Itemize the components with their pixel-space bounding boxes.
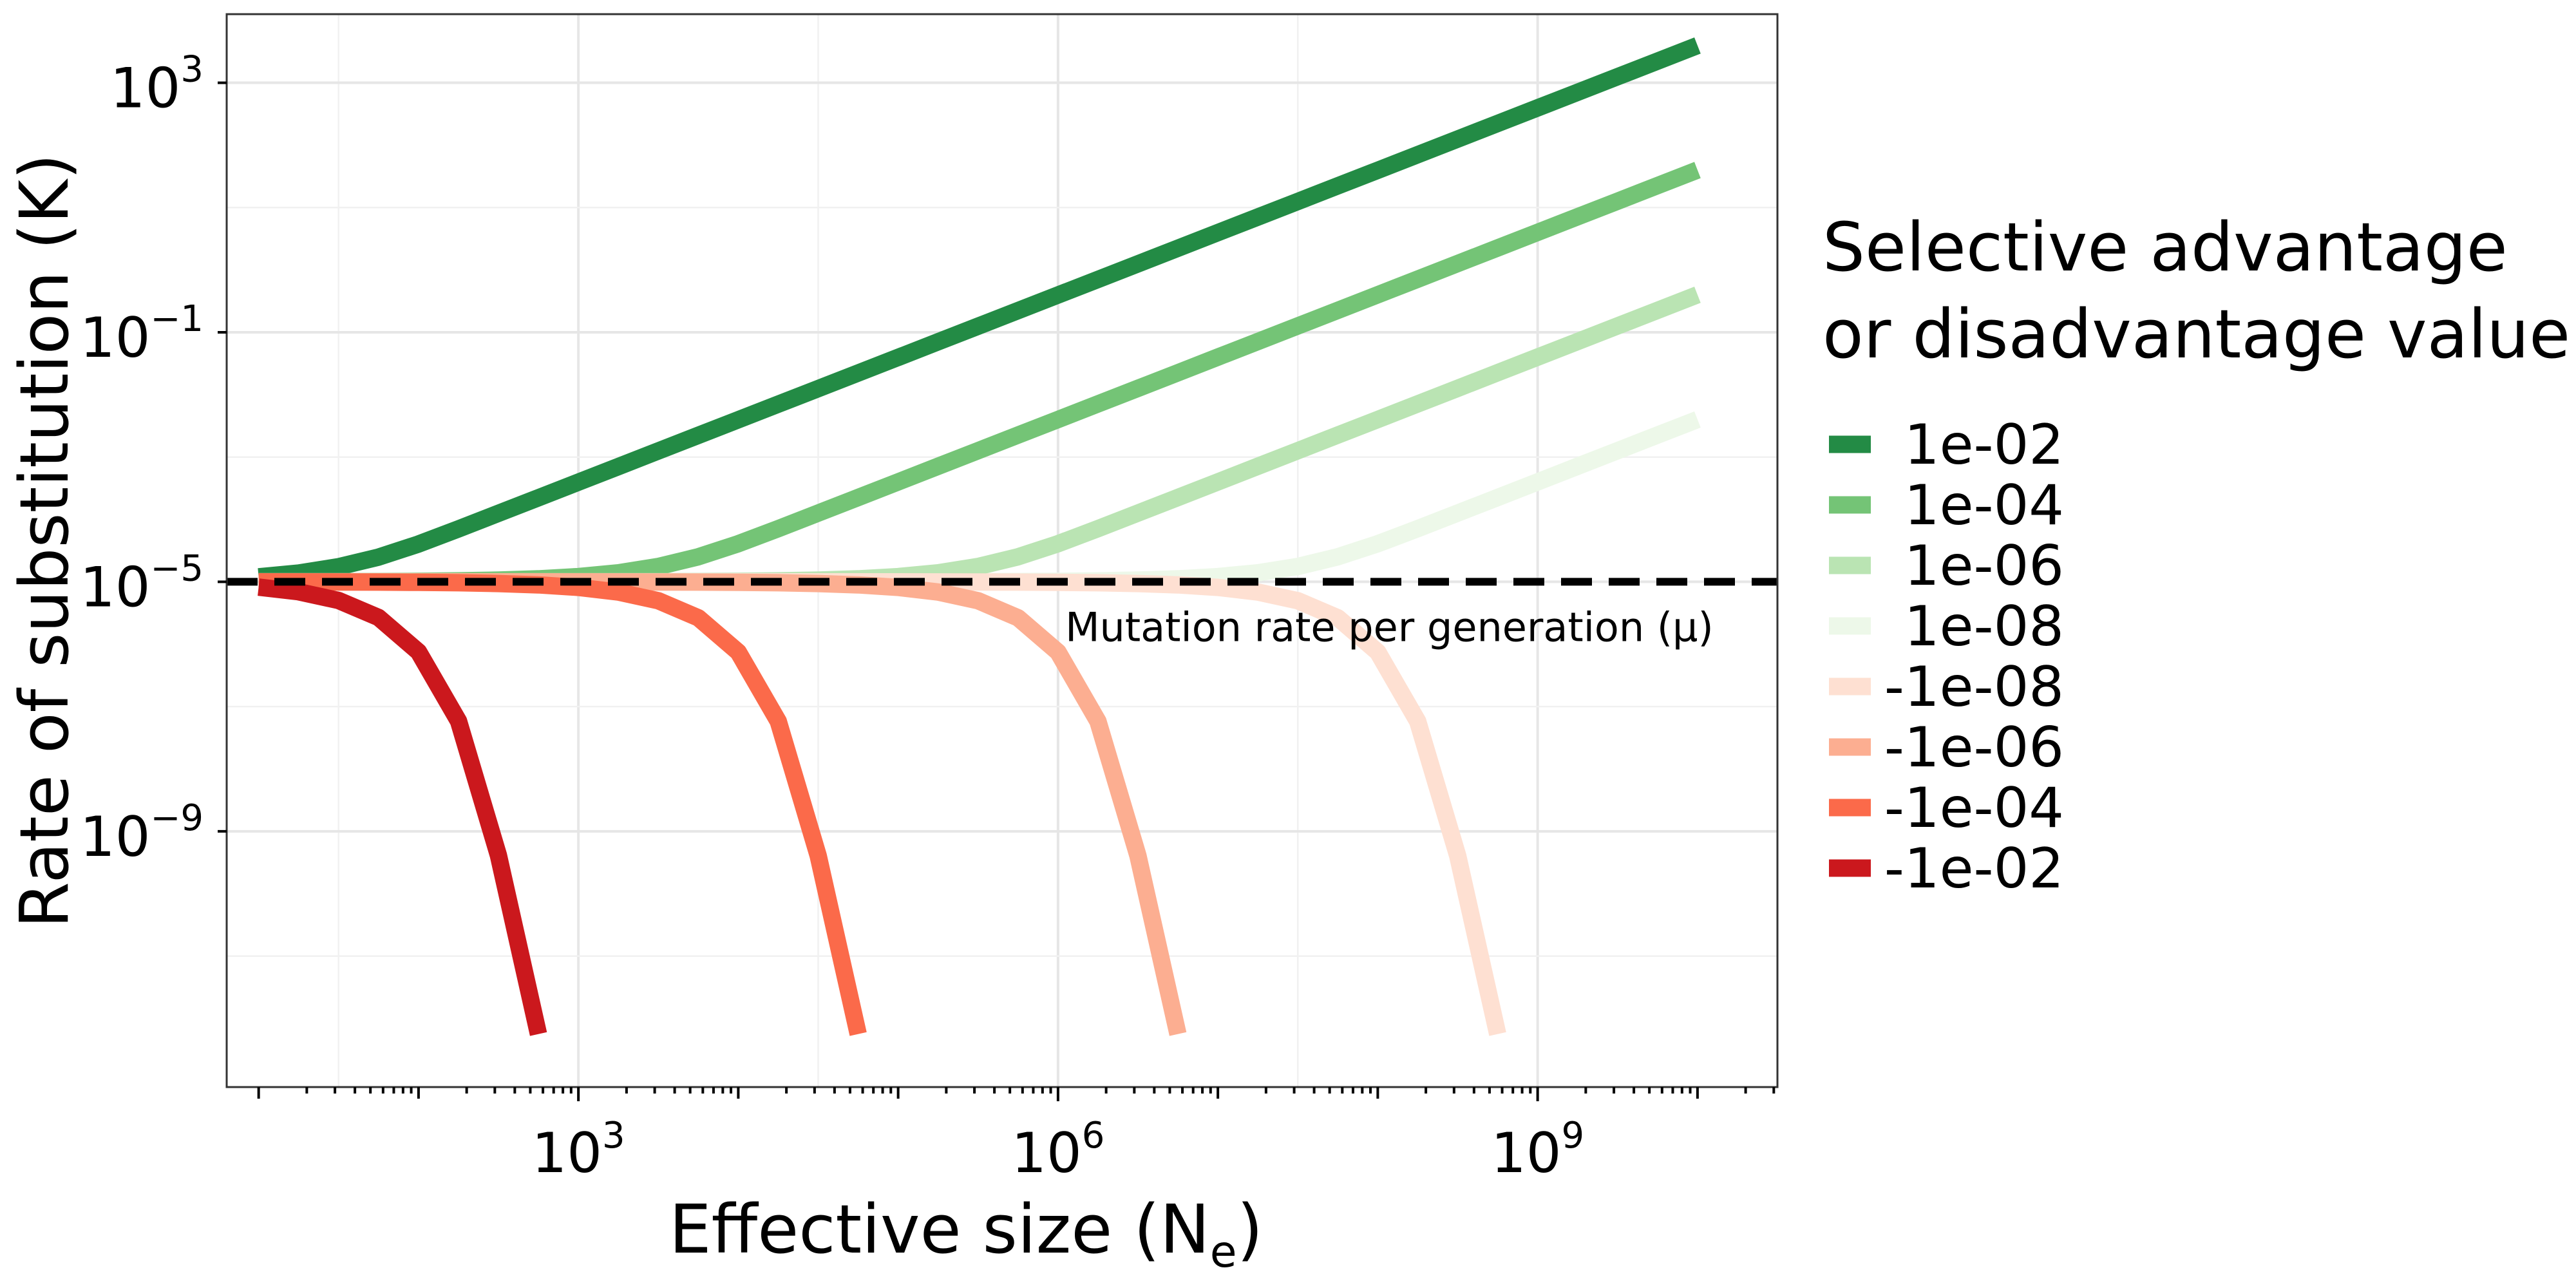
- y-tick-label-base: 10: [110, 57, 180, 121]
- legend-label-1e-08: 1e-08: [1904, 594, 2064, 659]
- legend-title-line1: Selective advantage: [1823, 208, 2508, 287]
- y-tick-label-base: 10: [80, 555, 150, 620]
- x-tick-label-base: 10: [532, 1121, 602, 1186]
- y-axis-label: Rate of substitution (K): [5, 153, 84, 928]
- x-tick-label: 106: [1011, 1115, 1104, 1186]
- legend-label-1e-02: 1e-02: [1904, 413, 2064, 477]
- y-tick-label: 10−1: [80, 298, 204, 370]
- series-line--1e-04: [258, 573, 867, 1036]
- y-tick-label-exponent: −9: [150, 797, 204, 839]
- x-axis-label-main: Effective size (N: [669, 1190, 1210, 1269]
- legend-label--1e-02: -1e-02: [1884, 837, 2064, 901]
- x-axis-label-end: ): [1237, 1190, 1264, 1269]
- series-line-1e-06: [258, 287, 1701, 591]
- x-axis: 103 106 109: [257, 1087, 1776, 1186]
- y-tick-label-exponent: −5: [150, 547, 204, 589]
- grid: [227, 14, 1777, 1087]
- legend-label--1e-06: -1e-06: [1884, 715, 2064, 780]
- y-tick-label-exponent: −1: [150, 298, 204, 340]
- mutation-rate-label: Mutation rate per generation (μ): [1065, 603, 1714, 650]
- series-line--1e-06: [258, 573, 1187, 1036]
- y-tick-label-base: 10: [80, 306, 150, 370]
- y-tick-label: 10−9: [80, 797, 204, 869]
- y-tick-label-exponent: 3: [180, 49, 204, 91]
- legend-label-1e-04: 1e-04: [1904, 473, 2064, 538]
- x-tick-label: 109: [1491, 1115, 1584, 1186]
- x-axis-label-subscript: e: [1210, 1227, 1237, 1278]
- legend-label--1e-04: -1e-04: [1884, 776, 2064, 840]
- x-tick-label-base: 10: [1011, 1121, 1081, 1186]
- x-tick-label-exponent: 9: [1562, 1115, 1585, 1157]
- y-tick-label-base: 10: [80, 805, 150, 869]
- x-tick-label-exponent: 6: [1082, 1115, 1105, 1157]
- series-line-1e-02: [258, 37, 1701, 586]
- x-tick-label-base: 10: [1491, 1121, 1561, 1186]
- series-lines: [258, 37, 1701, 1036]
- x-tick-label: 103: [532, 1115, 625, 1186]
- y-tick-label: 10−5: [80, 547, 204, 620]
- legend-title-line2: or disadvantage value (s): [1823, 295, 2576, 374]
- plot-panel-border: [225, 13, 1779, 1088]
- legend-label-1e-06: 1e-06: [1904, 534, 2064, 598]
- x-axis-label: Effective size (Ne): [669, 1190, 1263, 1278]
- legend-label--1e-08: -1e-08: [1884, 655, 2064, 719]
- series-line--1e-02: [258, 578, 547, 1036]
- y-tick-label: 103: [110, 49, 204, 121]
- x-tick-label-exponent: 3: [602, 1115, 625, 1157]
- legend: Selective advantage or disadvantage valu…: [1823, 208, 2576, 901]
